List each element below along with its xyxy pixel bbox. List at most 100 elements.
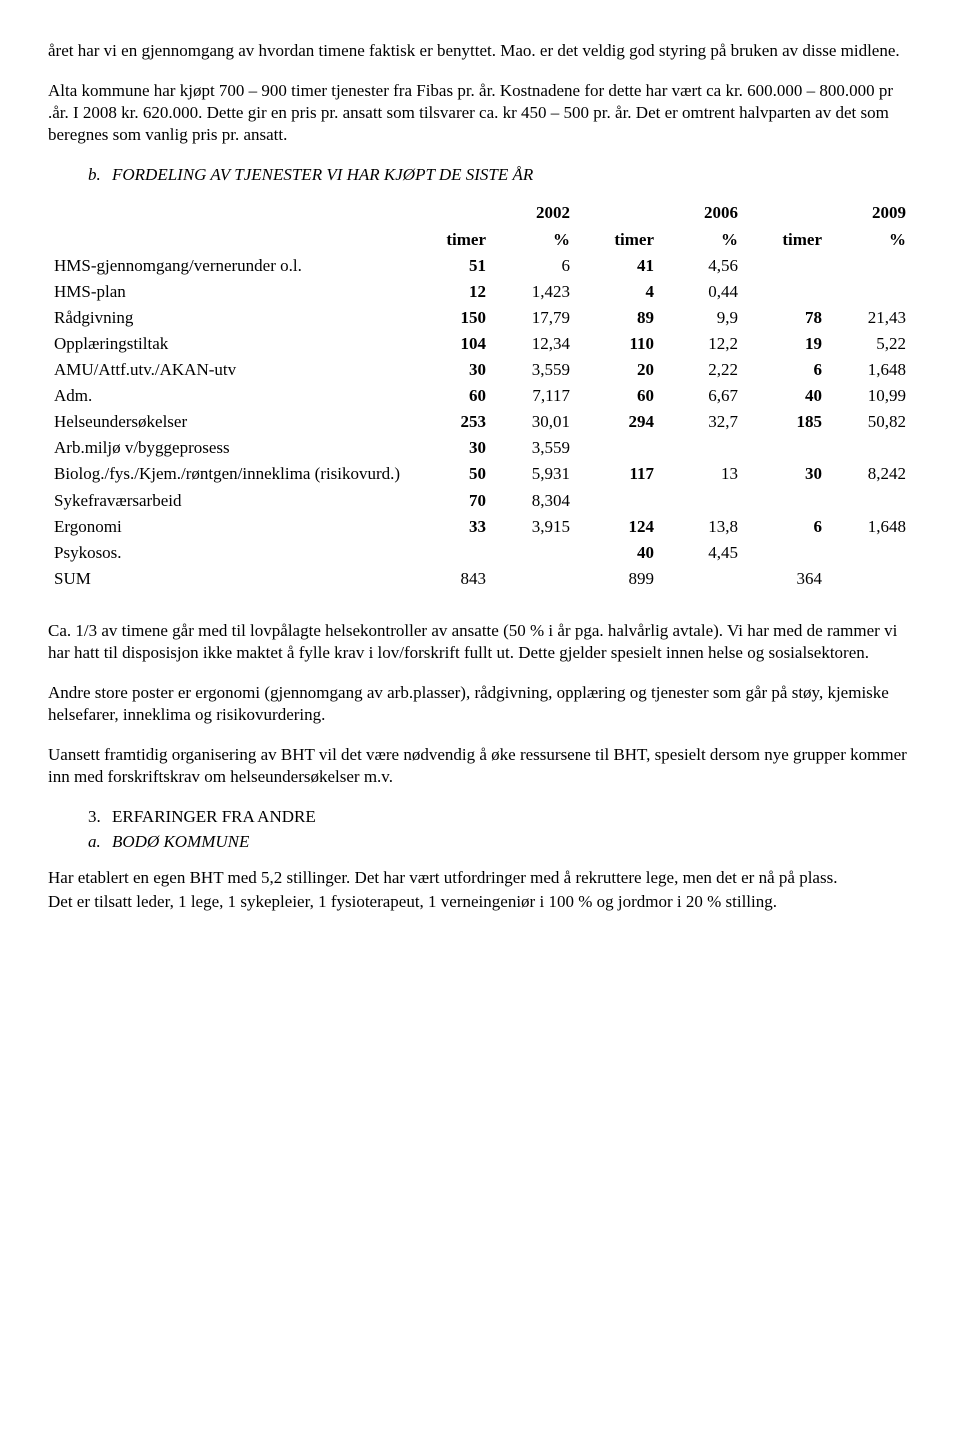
heading-b-text: FORDELING AV TJENESTER VI HAR KJØPT DE S… [112, 164, 912, 186]
marker-b: b. [88, 164, 112, 186]
table-row: Arb.miljø v/byggeprosess303,559 [48, 435, 912, 461]
row-t1 [408, 540, 492, 566]
section-b-heading: b. FORDELING AV TJENESTER VI HAR KJØPT D… [88, 164, 912, 186]
row-t2: 110 [576, 331, 660, 357]
row-p2: 13 [660, 461, 744, 487]
row-p1: 8,304 [492, 488, 576, 514]
table-row: HMS-plan121,42340,44 [48, 279, 912, 305]
row-p2 [660, 435, 744, 461]
table-row: Adm.607,117606,674010,99 [48, 383, 912, 409]
row-p1: 30,01 [492, 409, 576, 435]
row-t1: 12 [408, 279, 492, 305]
row-label: Sykefraværsarbeid [48, 488, 408, 514]
row-t3 [744, 253, 828, 279]
paragraph-1: året har vi en gjennomgang av hvordan ti… [48, 40, 912, 62]
row-label: HMS-plan [48, 279, 408, 305]
row-p1 [492, 540, 576, 566]
row-label: Ergonomi [48, 514, 408, 540]
row-p1: 6 [492, 253, 576, 279]
row-p3 [828, 279, 912, 305]
row-t1: 60 [408, 383, 492, 409]
sum-t1: 843 [408, 566, 492, 592]
row-p2 [660, 488, 744, 514]
row-p3: 1,648 [828, 514, 912, 540]
paragraph-5: Uansett framtidig organisering av BHT vi… [48, 744, 912, 788]
col-pct-1: % [492, 227, 576, 253]
row-p3: 5,22 [828, 331, 912, 357]
row-t1: 50 [408, 461, 492, 487]
col-timer-2: timer [576, 227, 660, 253]
row-p3 [828, 435, 912, 461]
row-t1: 51 [408, 253, 492, 279]
row-t2 [576, 488, 660, 514]
table-row: HMS-gjennomgang/vernerunder o.l.516414,5… [48, 253, 912, 279]
paragraph-6: Har etablert en egen BHT med 5,2 stillin… [48, 867, 912, 889]
table-year-row: 2002 2006 2009 [48, 200, 912, 226]
row-label: AMU/Attf.utv./AKAN-utv [48, 357, 408, 383]
row-p3 [828, 540, 912, 566]
row-p2: 4,45 [660, 540, 744, 566]
row-t3: 19 [744, 331, 828, 357]
marker-3: 3. [88, 806, 112, 828]
row-t1: 104 [408, 331, 492, 357]
row-t3: 6 [744, 357, 828, 383]
row-p2: 12,2 [660, 331, 744, 357]
sum-t2: 899 [576, 566, 660, 592]
table-header-row: timer % timer % timer % [48, 227, 912, 253]
row-label: Adm. [48, 383, 408, 409]
marker-3a: a. [88, 831, 112, 853]
row-t2: 40 [576, 540, 660, 566]
table-row: Biolog./fys./Kjem./røntgen/inneklima (ri… [48, 461, 912, 487]
row-t1: 33 [408, 514, 492, 540]
row-t2: 60 [576, 383, 660, 409]
year-2006: 2006 [576, 200, 744, 226]
row-t3 [744, 435, 828, 461]
row-label: Rådgivning [48, 305, 408, 331]
row-t3: 6 [744, 514, 828, 540]
table-row: Rådgivning15017,79899,97821,43 [48, 305, 912, 331]
row-t3 [744, 488, 828, 514]
row-t2: 294 [576, 409, 660, 435]
section-3-heading: 3. ERFARINGER FRA ANDRE a. BODØ KOMMUNE [88, 806, 912, 852]
table-row: Helseundersøkelser25330,0129432,718550,8… [48, 409, 912, 435]
row-p1: 3,559 [492, 357, 576, 383]
row-p1: 1,423 [492, 279, 576, 305]
row-p3 [828, 488, 912, 514]
paragraph-4: Andre store poster er ergonomi (gjennomg… [48, 682, 912, 726]
row-t3 [744, 540, 828, 566]
row-label: Biolog./fys./Kjem./røntgen/inneklima (ri… [48, 461, 408, 487]
row-t1: 150 [408, 305, 492, 331]
col-pct-3: % [828, 227, 912, 253]
row-p2: 13,8 [660, 514, 744, 540]
row-t2: 124 [576, 514, 660, 540]
row-p3: 21,43 [828, 305, 912, 331]
row-p2: 2,22 [660, 357, 744, 383]
row-label: Psykosos. [48, 540, 408, 566]
table-row: AMU/Attf.utv./AKAN-utv303,559202,2261,64… [48, 357, 912, 383]
row-p2: 0,44 [660, 279, 744, 305]
sum-label: SUM [48, 566, 408, 592]
row-t1: 70 [408, 488, 492, 514]
row-t2: 89 [576, 305, 660, 331]
row-label: Opplæringstiltak [48, 331, 408, 357]
row-t3: 30 [744, 461, 828, 487]
row-p1: 3,559 [492, 435, 576, 461]
row-p2: 4,56 [660, 253, 744, 279]
row-label: HMS-gjennomgang/vernerunder o.l. [48, 253, 408, 279]
row-t3 [744, 279, 828, 305]
heading-3-text: ERFARINGER FRA ANDRE [112, 806, 912, 828]
paragraph-2: Alta kommune har kjøpt 700 – 900 timer t… [48, 80, 912, 146]
sum-t3: 364 [744, 566, 828, 592]
row-t3: 185 [744, 409, 828, 435]
row-t1: 30 [408, 357, 492, 383]
row-p3: 10,99 [828, 383, 912, 409]
row-t2: 117 [576, 461, 660, 487]
paragraph-7: Det er tilsatt leder, 1 lege, 1 sykeplei… [48, 891, 912, 913]
row-t2: 20 [576, 357, 660, 383]
row-p1: 17,79 [492, 305, 576, 331]
row-label: Helseundersøkelser [48, 409, 408, 435]
row-p2: 6,67 [660, 383, 744, 409]
row-p2: 9,9 [660, 305, 744, 331]
table-sum-row: SUM 843 899 364 [48, 566, 912, 592]
row-p3: 8,242 [828, 461, 912, 487]
